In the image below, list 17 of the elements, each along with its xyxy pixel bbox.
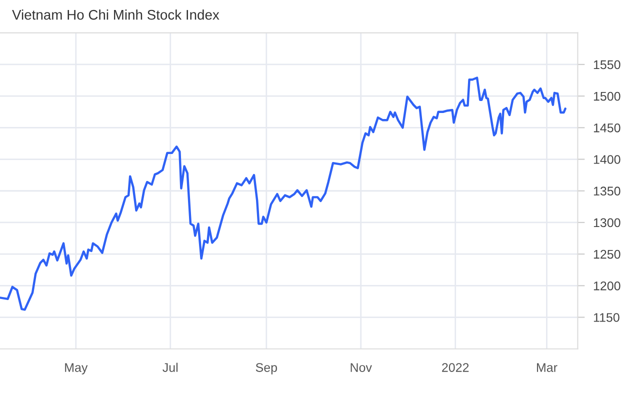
y-tick-label: 1200 — [594, 281, 620, 290]
y-tick-label: 1500 — [594, 92, 620, 101]
y-tick-label: 1400 — [594, 155, 620, 164]
x-tick-label: Nov — [350, 363, 372, 372]
y-tick-label: 1550 — [594, 60, 620, 70]
line-series — [0, 76, 566, 311]
x-tick-label: Sep — [256, 363, 277, 374]
x-tick-label: 2022 — [442, 363, 469, 372]
x-tick-label: May — [65, 363, 88, 374]
chart-title: Vietnam Ho Chi Minh Stock Index — [12, 10, 220, 20]
y-tick-label: 1250 — [594, 250, 620, 259]
x-tick-label: Jul — [162, 362, 178, 372]
x-tick-label: Mar — [536, 363, 558, 372]
y-tick-label: 1350 — [594, 186, 620, 196]
y-tick-label: 1450 — [594, 123, 620, 132]
y-tick-label: 1300 — [594, 218, 620, 228]
y-tick-label: 1150 — [594, 313, 620, 322]
